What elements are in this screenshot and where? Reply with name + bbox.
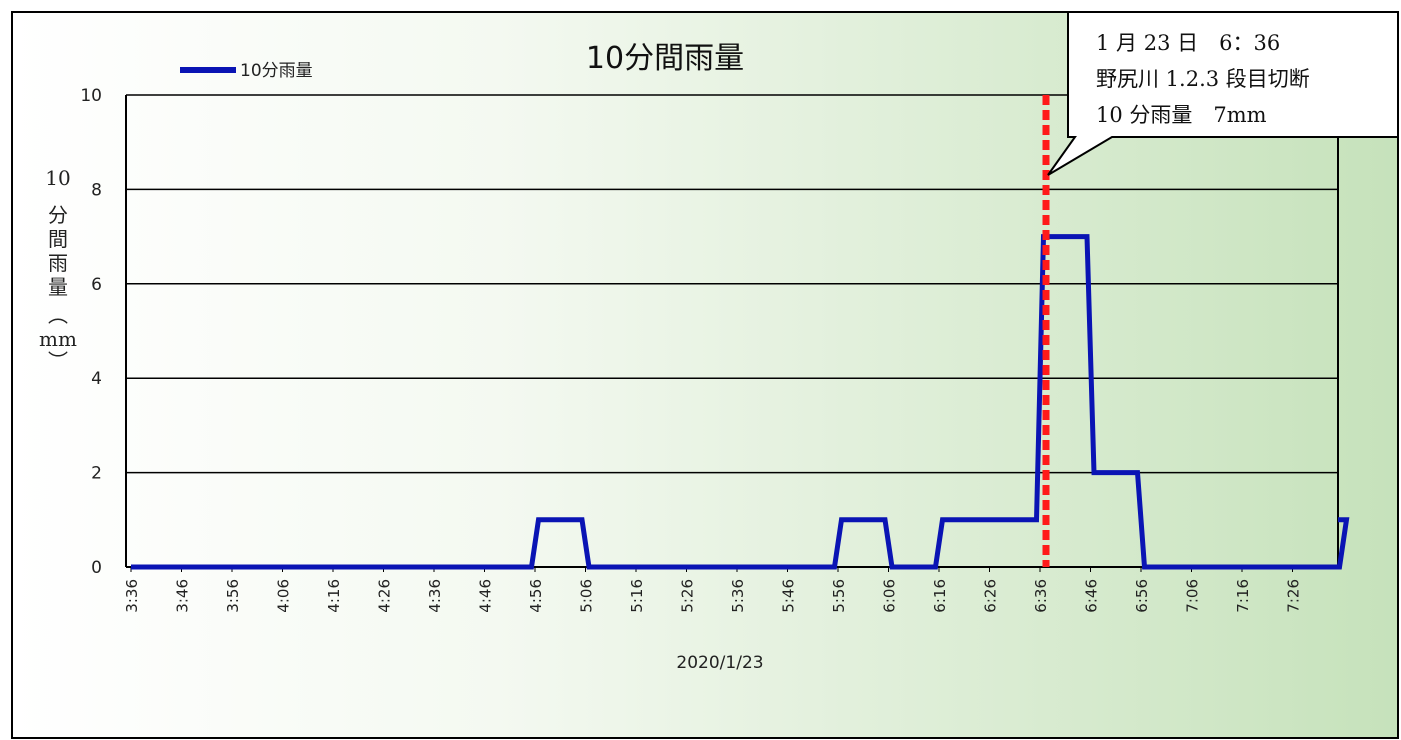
x-tick-label: 6:06 xyxy=(881,579,899,613)
y-tick-labels: 0 2 4 6 8 10 xyxy=(80,86,102,578)
y-label-char: ︵ xyxy=(48,303,68,327)
x-tick-label: 3:46 xyxy=(174,579,192,613)
y-tick-label: 2 xyxy=(91,464,102,484)
y-label-char: mm xyxy=(39,327,77,351)
series-line-10min-rainfall xyxy=(131,234,1350,570)
x-tick-label: 5:36 xyxy=(729,579,747,613)
chart-title: 10分間雨量 xyxy=(586,41,744,76)
x-tick-label: 5:26 xyxy=(679,579,697,613)
x-tick-label: 7:16 xyxy=(1234,579,1252,613)
x-tick-labels: 3:36 3:46 3:56 4:06 4:16 4:26 4:36 4:46 4:56 5:06… xyxy=(123,567,1303,613)
y-tick-label: 6 xyxy=(91,275,102,295)
x-tick-label: 4:46 xyxy=(477,579,495,613)
y-tick-label: 4 xyxy=(91,369,102,389)
x-tick-label: 5:16 xyxy=(628,579,646,613)
x-tick-label: 5:56 xyxy=(830,579,848,613)
callout-bubble xyxy=(1047,11,1399,176)
x-tick-label: 4:16 xyxy=(325,579,343,613)
x-tick-label: 6:46 xyxy=(1083,579,1101,613)
x-tick-label: 7:26 xyxy=(1285,579,1303,613)
y-label-char: ︶ xyxy=(48,349,68,373)
x-tick-label: 6:36 xyxy=(1032,579,1050,613)
y-tick-label: 0 xyxy=(91,558,102,578)
x-tick-label: 6:16 xyxy=(931,579,949,613)
y-tick-label: 10 xyxy=(80,86,102,106)
x-tick-label: 4:56 xyxy=(527,579,545,613)
callout-line-3: 10 分雨量 7mm xyxy=(1096,103,1267,127)
y-axis-label: 10 分間雨量 ︵mm︶ xyxy=(39,166,77,373)
y-label-char: 雨 xyxy=(48,251,68,275)
x-tick-label: 4:26 xyxy=(376,579,394,613)
x-tick-label: 3:36 xyxy=(123,579,141,613)
y-label-char: 間 xyxy=(48,227,68,251)
x-tick-label: 6:56 xyxy=(1133,579,1151,613)
y-label-char: 10 xyxy=(45,166,70,190)
x-tick-label: 5:46 xyxy=(780,579,798,613)
legend-label: 10分雨量 xyxy=(240,61,313,81)
x-tick-label: 7:06 xyxy=(1184,579,1202,613)
legend: 10分雨量 xyxy=(180,61,313,81)
series-group xyxy=(131,234,1350,570)
x-tick-label: 3:56 xyxy=(224,579,242,613)
x-tick-label: 5:06 xyxy=(578,579,596,613)
y-tick-label: 8 xyxy=(91,180,102,200)
y-label-char: 分 xyxy=(48,203,68,227)
x-tick-label: 4:06 xyxy=(275,579,293,613)
x-tick-label: 6:26 xyxy=(982,579,1000,613)
callout-line-1: 1 月 23 日 6：36 xyxy=(1096,31,1280,55)
event-callout: 1 月 23 日 6：36 野尻川 1.2.3 段目切断 10 分雨量 7mm xyxy=(1047,11,1399,176)
x-axis-label: 2020/1/23 xyxy=(676,653,763,673)
callout-line-2: 野尻川 1.2.3 段目切断 xyxy=(1096,67,1310,91)
x-tick-label: 4:36 xyxy=(426,579,444,613)
y-label-char: 量 xyxy=(48,275,68,299)
